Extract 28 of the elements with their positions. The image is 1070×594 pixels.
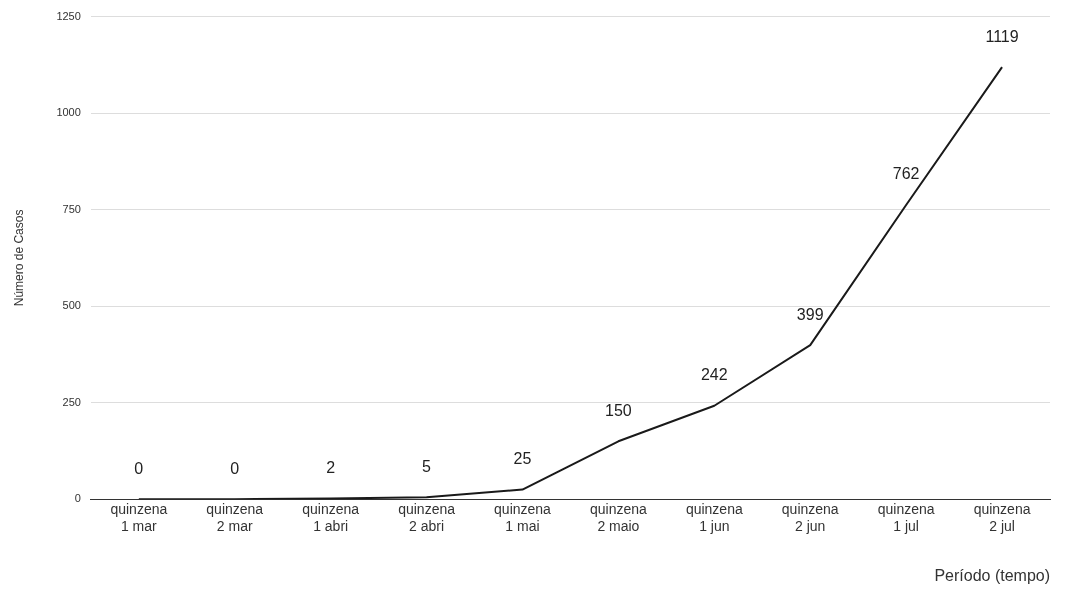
data-label: 242 [700, 366, 728, 384]
y-tick-label: 250 [62, 395, 81, 408]
data-label: 25 [513, 449, 532, 467]
x-tick-label: quinzena 2 jun [781, 501, 839, 535]
x-tick-label: quinzena 1 mar [110, 501, 168, 535]
x-tick-label: quinzena 2 jul [973, 501, 1031, 535]
y-tick-label: 750 [62, 202, 81, 215]
data-label: 1119 [985, 27, 1019, 45]
x-tick-label: quinzena 1 jul [877, 501, 935, 535]
data-label: 0 [230, 459, 240, 477]
data-label: 762 [892, 165, 920, 183]
y-tick-label: 1000 [56, 106, 81, 119]
data-label: 0 [134, 459, 144, 477]
data-label: 150 [605, 401, 632, 419]
x-tick-label: quinzena 2 abri [398, 501, 456, 535]
data-label: 2 [326, 458, 336, 476]
x-tick-label: quinzena 2 mar [206, 501, 264, 535]
x-tick-label: quinzena 1 abri [302, 501, 360, 535]
x-tick-label: quinzena 2 maio [589, 501, 648, 535]
data-label: 5 [422, 457, 432, 475]
data-label: 399 [796, 305, 824, 323]
y-tick-label: 0 [74, 492, 81, 505]
x-axis-title: Período (tempo) [934, 566, 1050, 584]
y-axis-title: Número de Casos [11, 209, 26, 307]
x-tick-label: quinzena 1 jun [685, 501, 743, 535]
y-tick-label: 1250 [56, 9, 81, 22]
x-tick-label: quinzena 1 mai [494, 501, 552, 535]
y-tick-label: 500 [62, 299, 81, 312]
